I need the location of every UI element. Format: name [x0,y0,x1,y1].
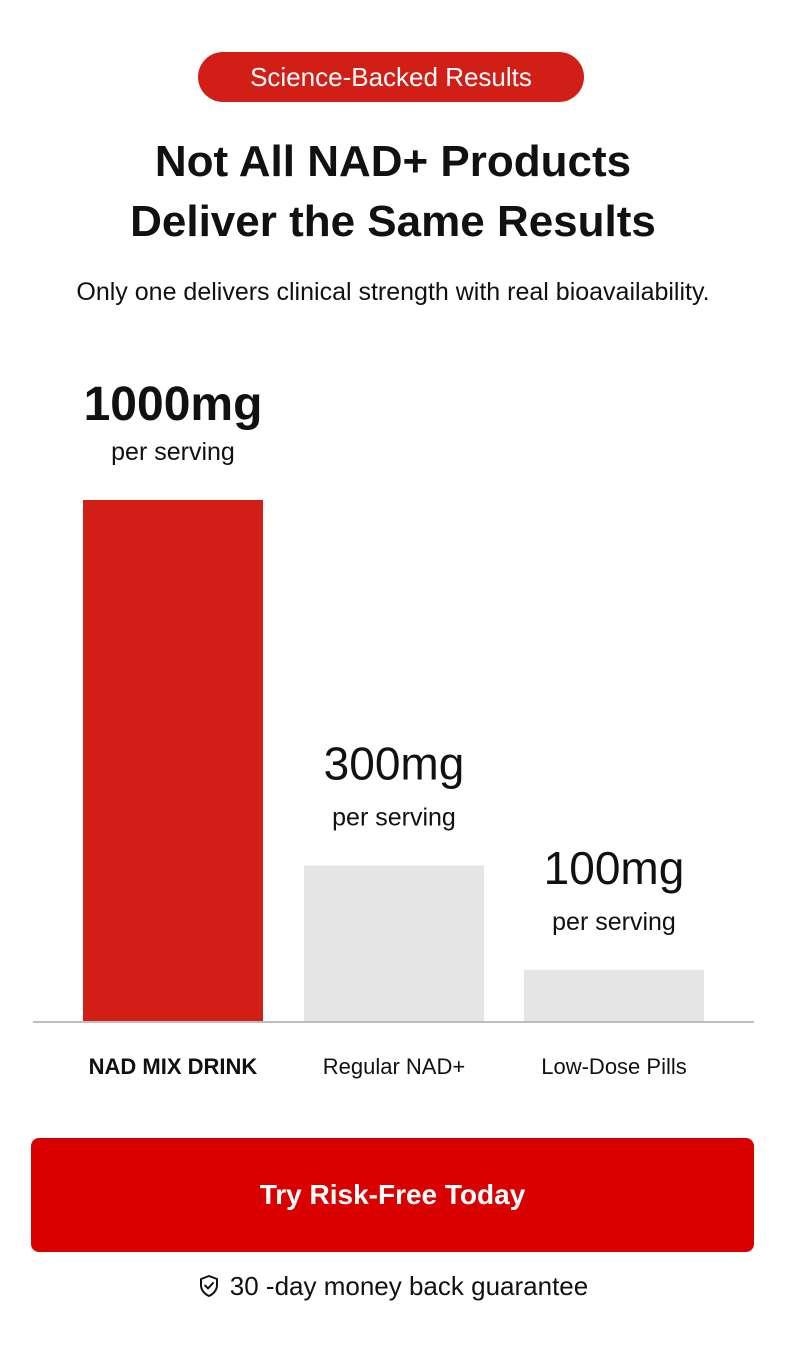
dosage-chart-svg: 1000mg per serving NAD MIX DRINK 300mg per s… [33,378,754,1079]
bar-unit-label-1: per serving [111,438,235,466]
shield-check-icon [199,1275,218,1297]
category-label-3: Low-Dose Pills [541,1054,687,1079]
bar-1 [83,500,263,1022]
bar-3 [524,969,704,1022]
page-subtitle: Only one delivers clinical strength with… [76,278,710,306]
dosage-comparison-chart: 1000mg per serving NAD MIX DRINK 300mg per s… [0,340,786,1100]
guarantee-note: 30 -day money back guarantee [0,1266,786,1306]
bar-unit-label-2: per serving [332,803,456,831]
page-title-line-2: Deliver the Same Results [130,197,656,246]
category-label-2: Regular NAD+ [323,1054,465,1079]
page-title: Not All NAD+ Products Deliver the Same R… [0,132,786,252]
bar-value-label-1: 1000mg [84,378,263,431]
bar-value-label-2: 300mg [324,737,465,789]
bar-2 [304,865,484,1022]
page-title-line-1: Not All NAD+ Products [154,137,632,186]
guarantee-text: 30 -day money back guarantee [229,1270,589,1301]
bar-value-label-3: 100mg [544,842,685,894]
category-label-1: NAD MIX DRINK [89,1054,258,1079]
try-risk-free-button[interactable]: Try Risk-Free Today [31,1138,754,1252]
science-badge: Science-Backed Results [198,52,584,102]
bar-unit-label-3: per serving [552,908,676,936]
